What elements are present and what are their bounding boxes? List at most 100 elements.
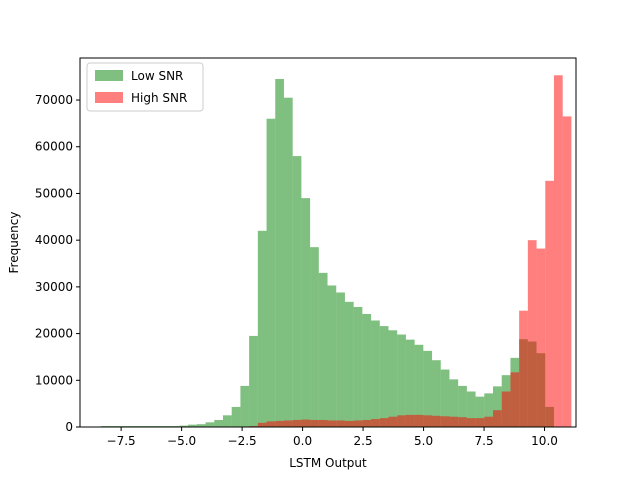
x-tick-label: −2.5 xyxy=(228,434,257,448)
low-snr-bar-40 xyxy=(449,379,459,427)
x-tick-label: 7.5 xyxy=(475,434,494,448)
high-snr-bar-18 xyxy=(405,414,415,427)
low-snr-bar-28 xyxy=(344,301,354,427)
low-snr-bar-19 xyxy=(266,118,276,427)
low-snr-bar-15 xyxy=(231,406,241,427)
high-snr-bar-32 xyxy=(527,240,537,427)
low-snr-bar-10 xyxy=(188,424,197,427)
high-snr-bar-4 xyxy=(283,420,293,427)
legend-swatch-high-snr xyxy=(95,92,123,103)
low-snr-bar-27 xyxy=(336,292,345,427)
low-snr-bar-17 xyxy=(249,335,258,427)
high-snr-bar-16 xyxy=(388,416,398,427)
y-tick-label: 70000 xyxy=(35,93,73,107)
y-tick-label: 30000 xyxy=(35,280,73,294)
high-snr-bar-5 xyxy=(292,419,302,427)
legend: Low SNR High SNR xyxy=(86,62,204,112)
low-snr-bar-29 xyxy=(353,306,363,427)
high-snr-bar-23 xyxy=(449,416,459,427)
low-snr-bar-13 xyxy=(214,419,223,427)
low-snr-bar-33 xyxy=(388,330,398,427)
low-snr-bar-30 xyxy=(362,313,372,427)
low-snr-bar-16 xyxy=(240,385,250,427)
x-tick-label: 0.0 xyxy=(293,434,312,448)
high-snr-bar-15 xyxy=(379,418,389,427)
high-snr-bar-29 xyxy=(501,391,511,427)
x-tick-label: −5.0 xyxy=(167,434,196,448)
low-snr-bar-26 xyxy=(327,285,337,427)
low-snr-bar-44 xyxy=(484,393,494,427)
low-snr-bar-35 xyxy=(405,339,415,427)
y-tick-label: 20000 xyxy=(35,327,73,341)
x-axis-label: LSTM Output xyxy=(289,456,367,470)
high-snr-bar-14 xyxy=(371,419,380,427)
high-snr-bar-28 xyxy=(493,410,502,427)
x-tick-label: 2.5 xyxy=(354,434,373,448)
low-snr-bar-9 xyxy=(179,425,189,427)
high-snr-bar-11 xyxy=(344,420,354,427)
low-snr-bar-37 xyxy=(423,350,433,427)
high-snr-bar-10 xyxy=(336,420,345,427)
legend-label-high-snr: High SNR xyxy=(131,91,187,105)
plot-frame xyxy=(79,57,577,428)
x-axis-ticks: −7.5 −5.0 −2.5 0.0 2.5 5.0 7.5 10.0 xyxy=(107,427,558,448)
low-snr-bar-31 xyxy=(371,320,380,427)
high-snr-bar-26 xyxy=(475,418,485,427)
high-snr-bar-25 xyxy=(466,418,476,427)
low-snr-bar-39 xyxy=(440,369,450,427)
low-snr-bar-36 xyxy=(414,344,424,427)
y-tick-label: 10000 xyxy=(35,373,73,387)
high-snr-bar-34 xyxy=(545,180,554,427)
low-snr-bar-20 xyxy=(275,79,284,428)
legend-swatch-low-snr xyxy=(95,70,123,81)
low-snr-bars xyxy=(101,79,554,428)
low-snr-bar-42 xyxy=(466,391,476,427)
high-snr-bar-2 xyxy=(266,421,276,427)
legend-label-low-snr: Low SNR xyxy=(131,69,183,83)
low-snr-bar-14 xyxy=(222,415,232,427)
high-snr-bar-35 xyxy=(553,75,563,427)
high-snr-bar-36 xyxy=(562,116,572,427)
high-snr-bars xyxy=(249,75,572,427)
high-snr-bar-19 xyxy=(414,414,424,427)
low-snr-bar-23 xyxy=(301,198,311,427)
y-tick-label: 0 xyxy=(65,420,73,434)
low-snr-bar-11 xyxy=(196,424,206,427)
low-snr-bar-12 xyxy=(205,422,215,427)
low-snr-bar-22 xyxy=(292,156,302,427)
x-tick-label: 5.0 xyxy=(414,434,433,448)
high-snr-bar-33 xyxy=(536,248,546,427)
high-snr-bar-1 xyxy=(257,422,267,427)
high-snr-bar-22 xyxy=(440,416,450,427)
low-snr-bar-18 xyxy=(257,230,267,427)
x-tick-label: −7.5 xyxy=(107,434,136,448)
high-snr-bar-21 xyxy=(432,415,441,427)
high-snr-bar-7 xyxy=(310,419,319,427)
low-snr-bar-21 xyxy=(283,97,293,427)
low-snr-bar-41 xyxy=(458,385,467,427)
high-snr-bar-6 xyxy=(301,419,311,427)
low-snr-bar-24 xyxy=(310,247,319,427)
low-snr-bar-45 xyxy=(493,386,502,427)
high-snr-bar-24 xyxy=(458,417,467,427)
high-snr-bar-9 xyxy=(327,420,337,427)
x-tick-label: 10.0 xyxy=(531,434,558,448)
y-tick-label: 60000 xyxy=(35,140,73,154)
y-tick-label: 50000 xyxy=(35,186,73,200)
low-snr-bar-34 xyxy=(397,334,406,427)
low-snr-bar-38 xyxy=(432,360,441,427)
high-snr-bar-30 xyxy=(510,372,520,427)
high-snr-bar-31 xyxy=(519,310,528,427)
y-tick-label: 40000 xyxy=(35,233,73,247)
low-snr-bar-32 xyxy=(379,326,389,427)
y-axis-ticks: 0 10000 20000 30000 40000 50000 60000 70000 xyxy=(35,93,80,434)
high-snr-bar-13 xyxy=(362,419,372,427)
high-snr-bar-17 xyxy=(397,415,406,427)
high-snr-bar-27 xyxy=(484,416,494,427)
high-snr-bar-12 xyxy=(353,420,363,427)
high-snr-bar-20 xyxy=(423,415,433,427)
y-axis-label: Frequency xyxy=(7,212,21,274)
high-snr-bar-8 xyxy=(318,419,328,427)
low-snr-bar-25 xyxy=(318,272,328,427)
